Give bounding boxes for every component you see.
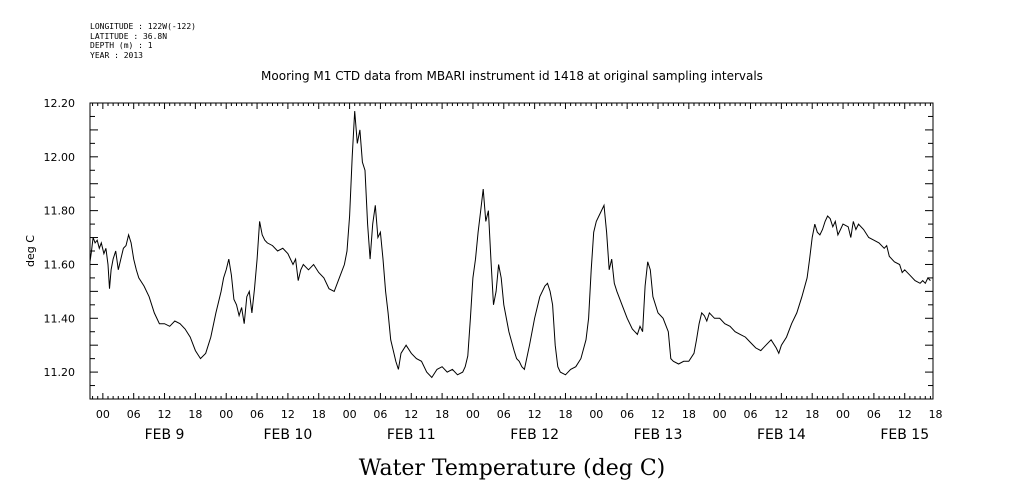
year-label: YEAR : 2013 [90, 50, 143, 60]
x-tick-label: 00 [589, 408, 603, 421]
x-tick-label: 00 [836, 408, 850, 421]
x-tick-label: 12 [898, 408, 912, 421]
x-tick-label: 18 [558, 408, 572, 421]
x-tick-label: 12 [774, 408, 788, 421]
chart-title: Mooring M1 CTD data from MBARI instrumen… [261, 69, 763, 83]
x-tick-label: 00 [343, 408, 357, 421]
x-tick-label: 18 [805, 408, 819, 421]
depth-label: DEPTH (m) : 1 [90, 41, 153, 50]
longitude-label: LONGITUDE : 122W(-122) [90, 22, 196, 31]
date-label: FEB 10 [264, 427, 313, 443]
x-tick-label: 12 [528, 408, 542, 421]
y-tick-label: 11.80 [44, 205, 76, 218]
x-tick-label: 00 [466, 408, 480, 421]
x-tick-labels: 00 06 12 18 00 06 12 18 00 06 12 18 00 06 12 18 00 06 12 18… [96, 408, 943, 421]
x-tick-label: 18 [312, 408, 326, 421]
x-tick-label: 12 [404, 408, 418, 421]
x-tick-label: 06 [373, 408, 387, 421]
y-tick-label: 12.00 [44, 151, 76, 164]
y-tick-label: 12.20 [44, 97, 76, 110]
date-label: FEB 13 [634, 427, 683, 443]
y-axis-label: deg C [24, 235, 37, 267]
latitude-label: LATITUDE : 36.8N [90, 31, 168, 41]
metadata-block: LONGITUDE : 122W(-122) LATITUDE : 36.8N … [90, 22, 196, 60]
x-tick-label: 18 [682, 408, 696, 421]
y-tick-label: 11.20 [44, 366, 76, 379]
x-tick-label: 12 [281, 408, 295, 421]
x-tick-label: 06 [867, 408, 881, 421]
temperature-series-line [89, 111, 931, 379]
date-label: FEB 12 [510, 427, 559, 443]
x-tick-label: 18 [188, 408, 202, 421]
x-tick-label: 12 [158, 408, 172, 421]
date-label: FEB 11 [387, 427, 436, 443]
y-tick-label: 11.60 [44, 258, 76, 271]
x-tick-label: 06 [497, 408, 511, 421]
date-label: FEB 9 [145, 427, 185, 443]
plot-frame [89, 102, 934, 400]
x-tick-label: 06 [620, 408, 634, 421]
x-tick-label: 00 [219, 408, 233, 421]
x-axis-label: Water Temperature (deg C) [359, 456, 666, 481]
date-label: FEB 14 [757, 427, 806, 443]
x-tick-label: 12 [651, 408, 665, 421]
x-tick-label: 00 [713, 408, 727, 421]
x-tick-label: 00 [96, 408, 110, 421]
x-tick-label: 18 [435, 408, 449, 421]
y-tick-label: 11.40 [44, 312, 76, 325]
x-tick-label: 06 [127, 408, 141, 421]
y-tick-labels: 11.20 11.40 11.60 11.80 12.00 12.20 [44, 97, 76, 379]
x-tick-label: 06 [250, 408, 264, 421]
x-tick-label: 18 [929, 408, 943, 421]
date-label: FEB 15 [880, 427, 929, 443]
x-tick-label: 06 [744, 408, 758, 421]
axis-ticks [90, 102, 933, 400]
date-labels: FEB 9 FEB 10 FEB 11 FEB 12 FEB 13 FEB 14 FEB 1… [145, 427, 930, 443]
